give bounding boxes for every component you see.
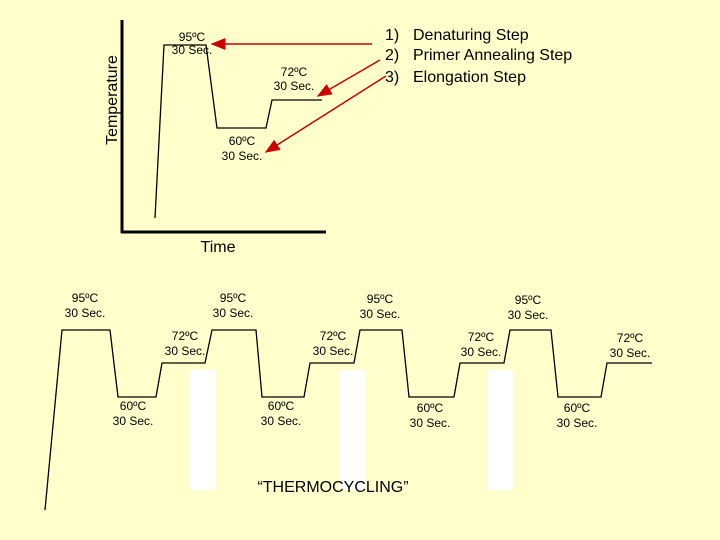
temp-label: 60ºC [268,399,295,413]
cycle-separator [190,370,216,490]
duration-label: 30 Sec. [172,43,213,57]
arrow [316,59,381,97]
temp-label: 95ºC [72,291,99,305]
duration-label: 30 Sec. [65,306,106,320]
temp-label: 60ºC [564,401,591,415]
duration-label: 30 Sec. [261,414,302,428]
step-number: 3) [385,69,399,86]
duration-label: 30 Sec. [508,308,549,322]
cycle-separator [487,370,513,490]
caption: “THERMOCYCLING” [257,479,408,496]
temp-label: 95ºC [515,293,542,307]
duration-label: 30 Sec. [410,416,451,430]
duration-label: 30 Sec. [313,344,354,358]
temperature-trace [154,44,322,219]
temp-label: 60ºC [229,134,256,148]
temp-label: 95ºC [220,291,247,305]
duration-label: 30 Sec. [222,149,263,163]
thermocycling-trace [44,329,652,511]
duration-label: 30 Sec. [610,346,651,360]
arrow [264,75,387,153]
temp-label: 72ºC [320,329,347,343]
step-number: 2) [385,47,399,64]
duration-label: 30 Sec. [165,344,206,358]
step-text: Denaturing Step [413,27,529,44]
step-text: Elongation Step [413,69,526,86]
temp-label: 72ºC [172,329,199,343]
duration-label: 30 Sec. [557,416,598,430]
temp-label: 95ºC [179,30,206,44]
cycle-separator [339,370,365,490]
step-text: Primer Annealing Step [413,47,572,64]
temp-label: 72ºC [617,331,644,345]
duration-label: 30 Sec. [461,345,502,359]
temp-label: 60ºC [417,401,444,415]
duration-label: 30 Sec. [213,306,254,320]
step-number: 1) [385,27,399,44]
y-axis-label: Temperature [104,55,121,145]
temp-label: 60ºC [120,399,147,413]
temp-label: 72ºC [281,65,308,79]
x-axis-label: Time [201,239,236,256]
temp-label: 72ºC [468,330,495,344]
duration-label: 30 Sec. [113,414,154,428]
duration-label: 30 Sec. [360,307,401,321]
duration-label: 30 Sec. [274,79,315,93]
temp-label: 95ºC [367,292,394,306]
